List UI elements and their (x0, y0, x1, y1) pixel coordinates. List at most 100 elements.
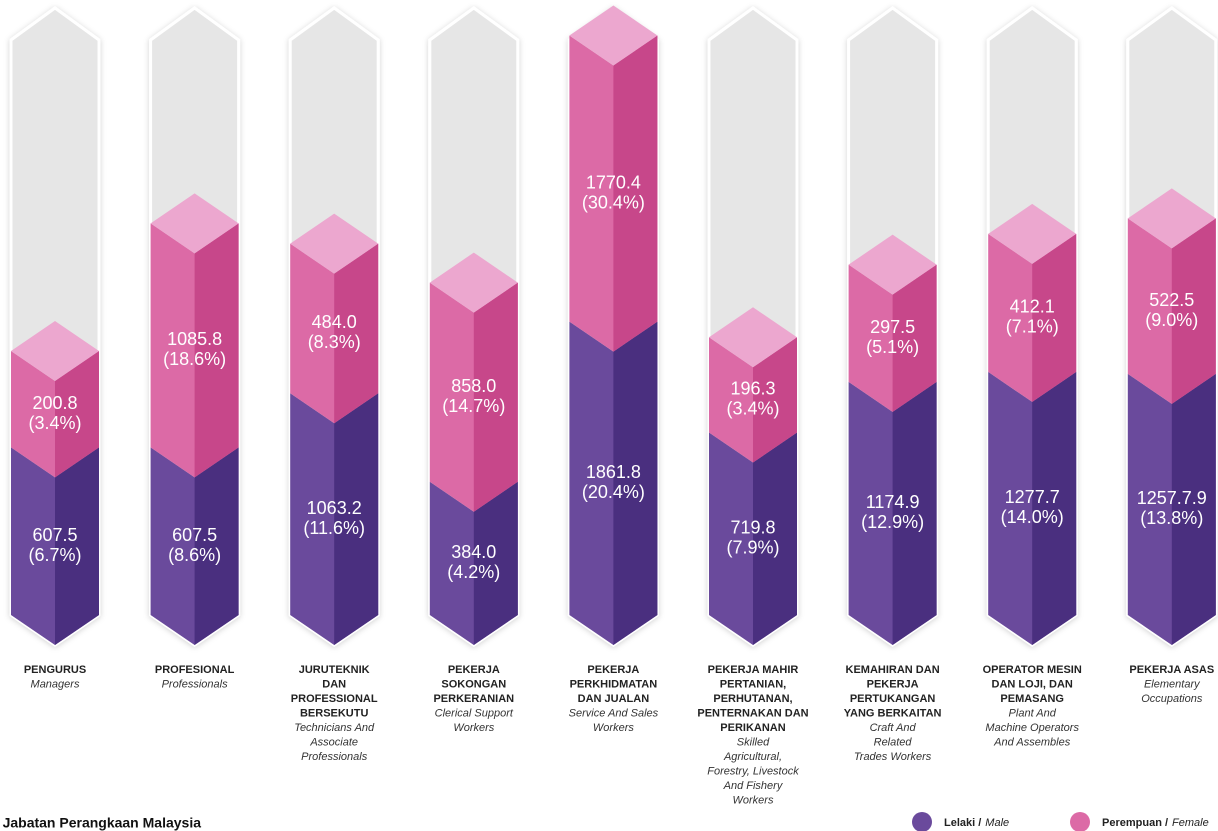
bar-cap (988, 203, 1077, 264)
value-label: (3.4%) (726, 399, 779, 419)
category-label: PROFESSIONAL (291, 693, 378, 705)
bar-segment-shade (334, 243, 379, 424)
value-label: (20.4%) (582, 482, 645, 502)
bar-cap (709, 307, 797, 368)
value-label: (14.0%) (1001, 507, 1064, 527)
category-label: PEKERJA MAHIR (708, 664, 799, 676)
value-label: (11.6%) (303, 518, 365, 538)
category-label: PERTUKANGAN (850, 693, 936, 705)
category-label-en: Technicians And (294, 722, 375, 734)
value-label: 858.0 (451, 376, 496, 396)
value-label: (7.1%) (1006, 317, 1059, 337)
bar-cap (429, 252, 518, 313)
bar-segment-shade (753, 337, 797, 463)
bar-cap (11, 321, 99, 382)
category-label: PERHUTANAN, (713, 693, 792, 705)
value-label: 1861.8 (586, 462, 641, 482)
category-label-en: Forestry, Livestock (707, 765, 799, 777)
value-label: 1063.2 (307, 498, 362, 518)
category-label: PEKERJA ASAS (1129, 664, 1214, 676)
category-label-en: Service And Sales (569, 707, 659, 719)
category-label-en: Managers (31, 678, 80, 690)
value-label: 1277.7 (1005, 487, 1060, 507)
value-label: 522.5 (1149, 290, 1194, 310)
value-label: 412.1 (1010, 297, 1055, 317)
bar-segment-shade (194, 223, 239, 478)
category-label-en: Workers (453, 722, 494, 734)
value-label: 607.5 (172, 525, 217, 545)
legend-label: Perempuan / Female (1102, 817, 1209, 829)
value-label: 1257.7.9 (1137, 488, 1207, 508)
bar-cap (150, 193, 239, 254)
category-label: JURUTEKNIK (299, 664, 370, 676)
bar-segment-shade (1032, 233, 1077, 402)
bar-segment-shade (334, 393, 379, 645)
value-label: (9.0%) (1145, 310, 1198, 330)
category-label-en: Plant And (1009, 707, 1057, 719)
legend-swatch (912, 812, 932, 831)
category-label-en: Workers (733, 794, 774, 806)
bar-segment-shade (55, 447, 99, 645)
value-label: (12.9%) (861, 512, 924, 532)
category-label: PROFESIONAL (155, 664, 235, 676)
value-label: 196.3 (730, 379, 775, 399)
legend-swatch (1070, 812, 1090, 831)
bar-cap (1127, 188, 1216, 249)
value-label: (4.2%) (447, 562, 500, 582)
bar-segment-shade (892, 264, 937, 412)
value-label: 297.5 (870, 317, 915, 337)
category-label-en: Clerical Support (435, 707, 514, 719)
bar-segment-shade (753, 432, 797, 645)
category-label: PEMASANG (1000, 693, 1064, 705)
category-label: DAN JUALAN (578, 693, 650, 705)
legend-name-en: Male (985, 817, 1009, 829)
category-label: PEKERJA (587, 664, 639, 676)
legend-name: Perempuan / (1102, 817, 1168, 829)
value-label: (8.3%) (308, 332, 361, 352)
category-label: PEKERJA (867, 678, 919, 690)
category-label-en: Skilled (737, 736, 770, 748)
value-label: 484.0 (312, 312, 357, 332)
bar-segment-shade (1032, 371, 1077, 645)
value-label: 384.0 (451, 542, 496, 562)
bar-cap (848, 234, 937, 295)
category-label-en: And Fishery (723, 780, 784, 792)
category-label-en: Related (874, 736, 913, 748)
category-label: DAN (322, 678, 346, 690)
value-label: 1770.4 (586, 172, 641, 192)
bar-segment-shade (55, 351, 99, 478)
value-label: 607.5 (32, 525, 77, 545)
category-label: PERKERANIAN (433, 693, 514, 705)
category-label: PERKHIDMATAN (570, 678, 658, 690)
category-label-en: Trades Workers (854, 751, 932, 763)
category-label-en: Agricultural, (723, 751, 782, 763)
value-label: 719.8 (730, 518, 775, 538)
category-label-en: Associate (309, 736, 358, 748)
bar-cap (569, 5, 658, 66)
value-label: (6.7%) (28, 545, 81, 565)
category-label: KEMAHIRAN DAN (846, 664, 940, 676)
category-label: SOKONGAN (441, 678, 506, 690)
value-label: (30.4%) (582, 192, 645, 212)
category-label-en: And Assembles (993, 736, 1071, 748)
bar-segment-shade (194, 447, 239, 645)
bar-segment-shade (473, 282, 518, 512)
category-label: PENGURUS (24, 664, 86, 676)
bar-segment-shade (892, 381, 937, 645)
value-label: 200.8 (32, 393, 77, 413)
category-label: PERIKANAN (720, 722, 785, 734)
value-label: 1085.8 (167, 329, 222, 349)
legend-label: Lelaki / Male (944, 817, 1009, 829)
value-label: (13.8%) (1140, 508, 1203, 528)
bar-segment-shade (613, 35, 658, 352)
category-label: BERSEKUTU (300, 707, 369, 719)
category-label-en: Workers (593, 722, 634, 734)
category-label: DAN LOJI, DAN (992, 678, 1073, 690)
category-label: PENTERNAKAN DAN (697, 707, 808, 719)
legend-name: Lelaki / (944, 817, 981, 829)
value-label: (3.4%) (28, 413, 81, 433)
category-label-en: Professionals (162, 678, 229, 690)
legend-name-en: Female (1172, 817, 1209, 829)
value-label: (14.7%) (442, 396, 505, 416)
